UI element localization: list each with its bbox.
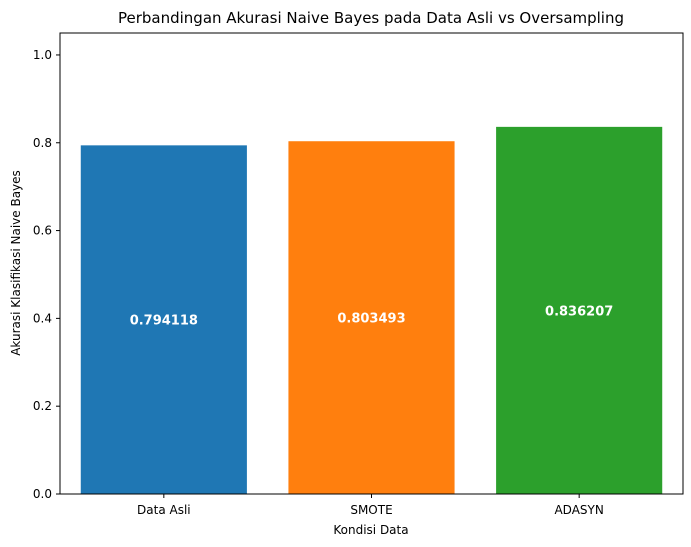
y-tick-label-3: 0.6 — [33, 224, 52, 238]
y-axis-label: Akurasi Klasifikasi Naive Bayes — [9, 170, 23, 356]
bar-2 — [496, 126, 663, 495]
bar-value-label-1: 0.803493 — [337, 312, 405, 327]
y-tick-label-0: 0.0 — [33, 487, 52, 501]
bar-0 — [80, 145, 247, 495]
y-tick-label-1: 0.2 — [33, 399, 52, 413]
bar-labels-group: 0.794118 0.803493 0.836207 — [130, 304, 614, 328]
bar-value-label-2: 0.836207 — [545, 304, 613, 319]
x-axis-label: Kondisi Data — [333, 523, 408, 537]
y-axis-ticks: 0.0 0.2 0.4 0.6 0.8 1.0 — [33, 48, 60, 501]
x-tick-label-2: ADASYN — [554, 503, 603, 517]
y-tick-label-2: 0.4 — [33, 311, 52, 325]
x-tick-label-1: SMOTE — [350, 503, 392, 517]
bar-value-label-0: 0.794118 — [130, 314, 198, 329]
bar-1 — [288, 141, 455, 494]
x-axis-ticks: Data Asli SMOTE ADASYN — [137, 494, 604, 517]
y-tick-label-4: 0.8 — [33, 136, 52, 150]
x-tick-label-0: Data Asli — [137, 503, 191, 517]
bars-group — [80, 126, 663, 495]
chart-title: Perbandingan Akurasi Naive Bayes pada Da… — [118, 9, 624, 27]
y-tick-label-5: 1.0 — [33, 48, 52, 62]
